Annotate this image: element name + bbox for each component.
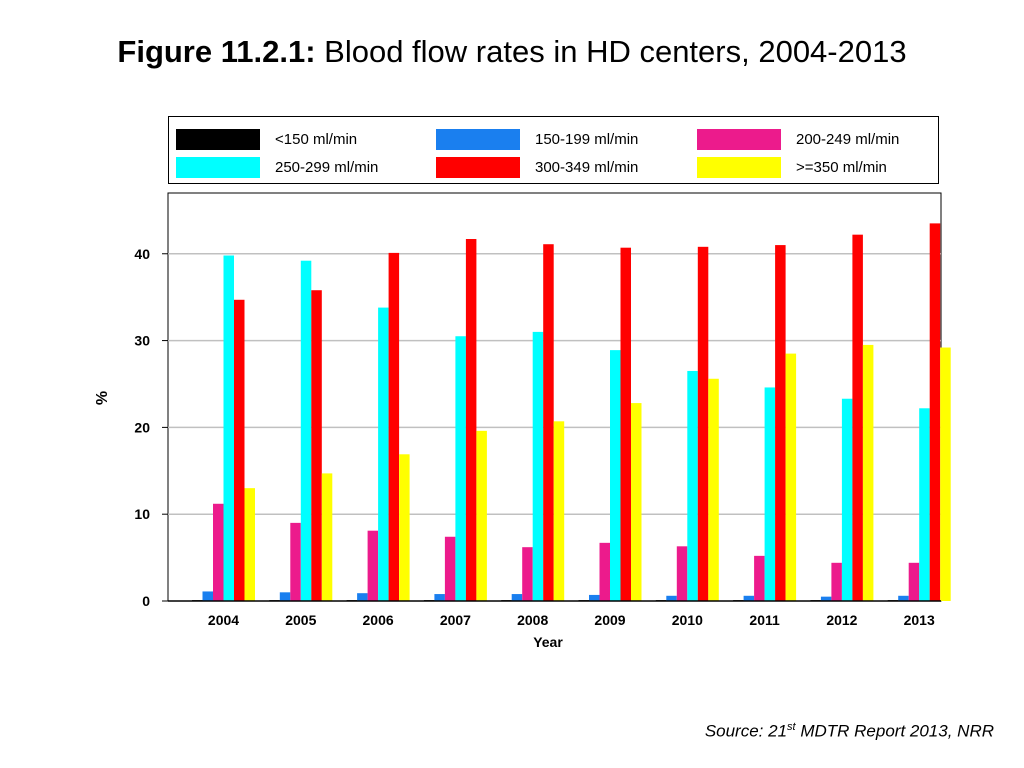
bar-300-349-ml-min-2008	[543, 244, 554, 601]
bar-250-299-ml-min-2011	[764, 387, 776, 601]
x-tick-label: 2010	[672, 612, 703, 628]
bar-300-349-ml-min-2012	[852, 234, 863, 601]
bar-350-ml-min-2013	[940, 347, 951, 601]
x-tick-label: 2009	[594, 612, 625, 628]
legend-swatch	[176, 129, 260, 150]
bar-150-199-ml-min-2010	[666, 595, 677, 601]
y-tick-label: 30	[134, 333, 150, 349]
bar-150-199-ml-min-2006	[357, 593, 368, 601]
bar-150-199-ml-min-2005	[279, 592, 291, 601]
bar-250-299-ml-min-2007	[455, 336, 466, 601]
bar-250-299-ml-min-2012	[841, 398, 853, 601]
bar-300-349-ml-min-2009	[620, 247, 631, 601]
bar-350-ml-min-2010	[708, 378, 719, 601]
bar-200-249-ml-min-2013	[908, 562, 920, 601]
bar-150-199-ml-min-2008	[511, 594, 523, 601]
bar-350-ml-min-2011	[785, 353, 797, 601]
x-tick-label: 2008	[517, 612, 548, 628]
legend-label: 200-249 ml/min	[796, 131, 900, 148]
bar-300-349-ml-min-2004	[234, 299, 245, 601]
y-tick-label: 20	[134, 419, 150, 435]
bar-150-199-ml-min-2009	[589, 594, 600, 601]
bar-350-ml-min-2006	[399, 454, 410, 601]
bar-200-249-ml-min-2009	[599, 542, 610, 601]
y-tick-label: 40	[134, 246, 150, 262]
chart-title: Figure 11.2.1: Blood flow rates in HD ce…	[0, 34, 1024, 70]
source-prefix: Source: 21	[704, 721, 788, 741]
source-superscript: st	[787, 721, 796, 733]
x-tick-label: 2011	[749, 612, 780, 628]
legend: <150 ml/min 150-199 ml/min 200-249 ml/min 2…	[168, 116, 939, 184]
bar-250-299-ml-min-2013	[919, 408, 930, 601]
y-tick-label: 0	[142, 593, 150, 609]
bar-300-349-ml-min-2007	[465, 239, 477, 601]
bar-250-299-ml-min-2008	[532, 331, 544, 601]
legend-swatch	[697, 129, 781, 150]
source-note: Source: 21st MDTR Report 2013, NRR	[705, 721, 994, 742]
bar-350-ml-min-2005	[321, 473, 333, 601]
bar-250-299-ml-min-2009	[610, 350, 621, 601]
x-tick-label: 2013	[904, 612, 935, 628]
x-tick-label: 2004	[208, 612, 239, 628]
bar-250-299-ml-min-2006	[378, 307, 389, 601]
bar-200-249-ml-min-2011	[754, 555, 765, 601]
legend-label: <150 ml/min	[275, 131, 358, 148]
x-tick-label: 2005	[285, 612, 316, 628]
bar-250-299-ml-min-2005	[300, 260, 312, 601]
bar-200-249-ml-min-2005	[290, 522, 301, 601]
bar-200-249-ml-min-2010	[676, 546, 688, 601]
bar-150-199-ml-min-2004	[202, 591, 213, 601]
y-axis-title: %	[94, 391, 111, 405]
legend-label: 300-349 ml/min	[535, 159, 639, 176]
bar-150-199-ml-min-2012	[820, 596, 832, 601]
bar-200-249-ml-min-2006	[367, 530, 379, 601]
bar-200-249-ml-min-2008	[522, 547, 533, 601]
source-suffix: MDTR Report 2013, NRR	[795, 721, 994, 741]
legend-swatch	[176, 157, 260, 178]
x-tick-label: 2007	[440, 612, 471, 628]
bar-350-ml-min-2008	[553, 421, 565, 601]
bar-300-349-ml-min-2010	[697, 246, 709, 601]
legend-label: 150-199 ml/min	[535, 131, 639, 148]
bar-350-ml-min-2009	[631, 403, 642, 601]
bar-200-249-ml-min-2012	[831, 562, 842, 601]
bar-250-299-ml-min-2010	[687, 370, 698, 601]
bar-300-349-ml-min-2013	[929, 223, 941, 601]
bar-150-199-ml-min-2013	[898, 595, 909, 601]
bar-150-199-ml-min-2007	[434, 594, 445, 601]
bar-200-249-ml-min-2004	[213, 503, 224, 601]
bar-250-299-ml-min-2004	[223, 255, 234, 601]
x-axis-title: Year	[533, 634, 563, 650]
bar-350-ml-min-2007	[476, 430, 487, 601]
legend-swatch	[697, 157, 781, 178]
legend-swatch	[436, 157, 520, 178]
legend-swatch	[436, 129, 520, 150]
figure-title-text: Blood flow rates in HD centers, 2004-201…	[324, 34, 907, 69]
bar-300-349-ml-min-2006	[388, 252, 400, 601]
x-tick-label: 2012	[826, 612, 857, 628]
legend-label: 250-299 ml/min	[275, 159, 379, 176]
bar-chart: 0 10 20 30 40 2004 2005 2006 2007 2008 2009 2010 201…	[94, 192, 951, 650]
x-tick-label: 2006	[363, 612, 394, 628]
figure-label: Figure 11.2.1:	[117, 34, 316, 69]
bar-300-349-ml-min-2011	[775, 245, 786, 601]
bar-300-349-ml-min-2005	[311, 290, 322, 601]
bar-350-ml-min-2012	[862, 344, 874, 601]
bar-350-ml-min-2004	[244, 488, 255, 601]
legend-label: >=350 ml/min	[796, 159, 887, 176]
bar-150-199-ml-min-2011	[743, 595, 755, 601]
y-tick-label: 10	[134, 506, 150, 522]
bar-200-249-ml-min-2007	[444, 536, 456, 601]
